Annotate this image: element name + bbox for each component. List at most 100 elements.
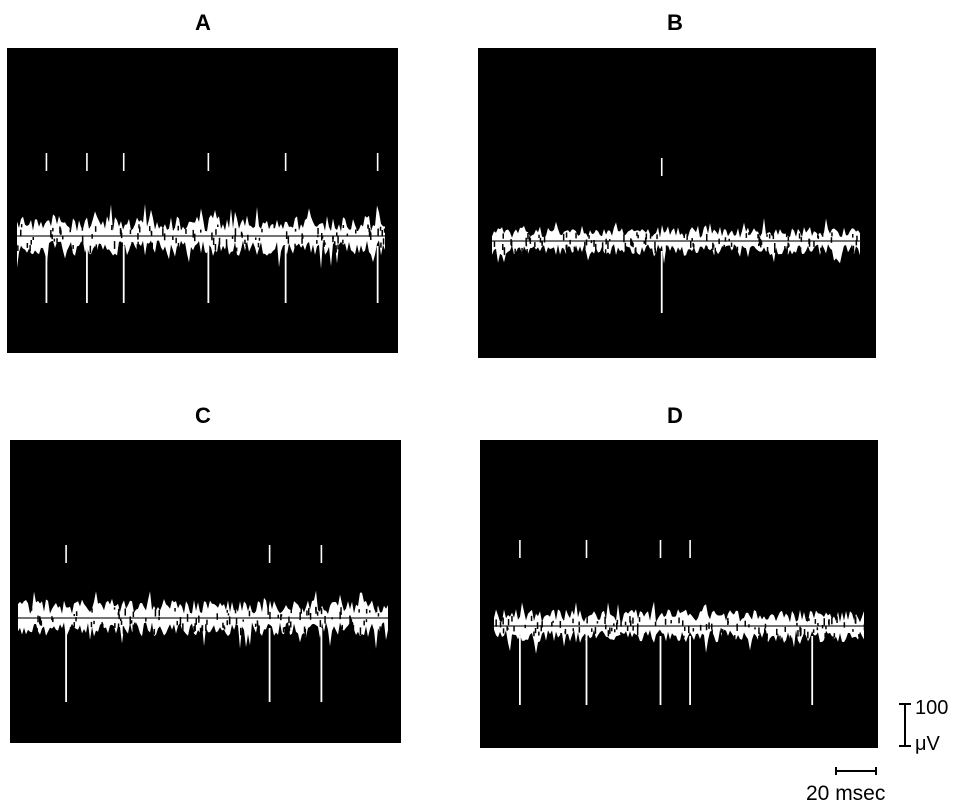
noise-speckle [654,621,657,626]
noise-speckle [616,622,618,630]
noise-speckle [632,242,634,248]
noise-speckle [94,226,97,232]
noise-speckle [377,228,379,237]
panel-label-a: A [195,10,211,35]
noise-speckle [324,242,326,245]
noise-speckle [321,233,323,241]
noise-speckle [565,244,567,251]
noise-speckle [604,616,606,624]
noise-speckle [175,237,177,244]
noise-speckle [315,607,317,614]
noise-speckle [796,622,798,626]
noise-speckle [807,631,809,639]
noise-speckle [176,620,178,626]
noise-speckle [179,617,182,625]
noise-speckle [340,607,342,615]
noise-speckle [521,247,523,254]
noise-speckle [502,233,504,239]
oscilloscope-trace-c [10,440,401,743]
noise-speckle [712,242,714,251]
noise-speckle [117,623,120,629]
noise-speckle [534,242,536,248]
noise-speckle [601,631,603,635]
noise-speckle [206,619,208,625]
noise-speckle [200,229,202,233]
noise-speckle [595,243,597,251]
noise-speckle [785,232,788,238]
noise-speckle [821,625,824,629]
noise-speckle [273,224,275,229]
noise-speckle [337,244,339,250]
noise-speckle [356,226,359,231]
noise-speckle [718,238,720,245]
noise-speckle [787,236,790,241]
noise-speckle [132,611,135,618]
noise-speckle [32,237,34,240]
noise-speckle [365,608,368,614]
noise-speckle [136,244,139,251]
noise-speckle [192,229,194,238]
noise-speckle [562,233,565,241]
noise-speckle [234,608,237,614]
noise-speckle [786,246,788,254]
noise-speckle [525,243,528,247]
noise-speckle [820,247,822,252]
noise-speckle [118,614,120,620]
noise-speckle [129,616,131,625]
noise-speckle [768,234,771,239]
noise-speckle [93,620,95,625]
noise-speckle [632,625,634,631]
noise-speckle [690,240,692,248]
noise-speckle [620,632,622,635]
noise-speckle [654,241,656,250]
noise-speckle [355,229,357,234]
noise-speckle [240,627,242,636]
noise-speckle [369,233,371,236]
noise-speckle [223,626,226,630]
noise-speckle [709,633,712,637]
noise-speckle [254,623,257,627]
noise-speckle [728,238,730,242]
noise-speckle [287,236,290,244]
noise-speckle [228,619,231,625]
noise-speckle [195,618,197,625]
noise-speckle [303,626,306,633]
noise-speckle [708,622,710,629]
noise-speckle [215,229,217,235]
noise-speckle [635,247,637,252]
noise-speckle [684,626,686,631]
noise-speckle [530,615,533,621]
noise-speckle [346,233,349,237]
noise-speckle [564,631,566,634]
oscilloscope-trace-b [478,48,876,358]
noise-speckle [643,240,645,244]
noise-speckle [856,235,858,242]
noise-speckle [538,234,540,238]
noise-speckle [323,607,326,610]
noise-speckle [247,234,249,241]
noise-speckle [540,625,542,632]
noise-speckle [852,245,855,253]
noise-speckle [122,626,125,634]
noise-speckle [114,623,116,628]
noise-speckle [843,622,846,628]
noise-speckle [217,224,219,227]
noise-speckle [381,230,383,237]
noise-band [494,601,864,654]
noise-speckle [758,243,760,247]
oscilloscope-trace-d [480,440,878,748]
noise-speckle [58,248,60,252]
noise-speckle [572,628,574,632]
noise-speckle [686,234,688,240]
noise-speckle [75,611,78,616]
noise-speckle [205,624,207,632]
noise-speckle [257,242,260,248]
noise-speckle [611,627,613,632]
noise-speckle [301,237,303,244]
noise-speckle [226,610,228,613]
noise-speckle [797,630,799,637]
noise-speckle [863,623,866,631]
noise-speckle [324,616,326,624]
noise-speckle [194,233,196,242]
noise-speckle [235,247,238,252]
